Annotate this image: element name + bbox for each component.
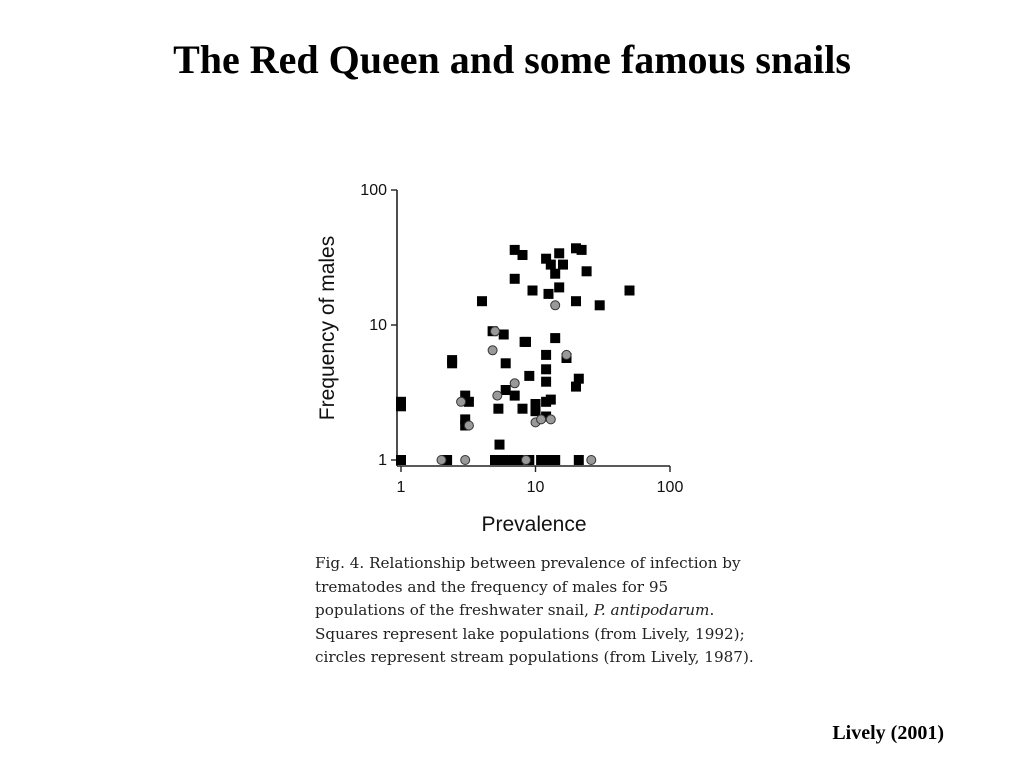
lake-population-point	[521, 336, 531, 347]
caption-line: Squares represent lake populations (from…	[315, 624, 745, 643]
lake-population-point	[530, 406, 541, 417]
citation-credit: Lively (2001)	[832, 722, 944, 744]
lake-population-point	[463, 396, 474, 407]
lake-population-point	[509, 390, 520, 401]
lake-population-point	[527, 285, 538, 296]
lake-population-point	[571, 243, 581, 254]
lake-population-point	[541, 411, 552, 422]
lake-population-point	[571, 381, 581, 392]
x-tick-label: 1	[397, 479, 406, 496]
lake-population-point	[543, 288, 554, 299]
lake-population-point	[495, 455, 506, 465]
lake-population-point	[460, 390, 471, 401]
y-tick-label: 1	[378, 452, 387, 469]
stream-population-point	[487, 345, 498, 356]
lake-population-point	[396, 455, 406, 465]
lake-population-point	[554, 282, 565, 293]
stream-population-point	[460, 455, 471, 465]
stream-population-point	[536, 414, 547, 425]
lake-population-point	[509, 244, 520, 255]
lake-population-point	[576, 244, 587, 255]
caption-line: populations of the freshwater snail, P. …	[315, 599, 815, 623]
lake-population-point	[493, 403, 504, 414]
lake-population-point	[494, 439, 505, 450]
lake-population-point	[490, 455, 500, 465]
species-name: P. antipodarum	[593, 601, 710, 619]
stream-population-point	[509, 378, 520, 389]
stream-population-point	[586, 455, 597, 465]
caption-line: Fig. 4. Relationship between prevalence …	[315, 554, 741, 572]
lake-population-point	[573, 455, 584, 465]
x-axis-title: Prevalence	[481, 513, 586, 536]
lake-population-point	[460, 414, 471, 425]
stream-population-point	[550, 300, 561, 311]
lake-population-point	[500, 385, 511, 395]
lake-population-point	[442, 455, 453, 465]
lake-population-point	[541, 364, 552, 375]
stream-population-point	[490, 326, 500, 337]
caption-line: trematodes and the frequency of males fo…	[315, 577, 669, 596]
lake-population-point	[509, 273, 520, 284]
lake-population-point	[541, 455, 552, 465]
lake-population-point	[541, 253, 552, 264]
y-tick-label: 10	[369, 317, 387, 334]
slide-title: The Red Queen and some famous snails	[173, 37, 851, 82]
stream-population-point	[492, 390, 503, 401]
x-tick-label: 100	[657, 479, 684, 496]
lake-population-point	[447, 358, 458, 369]
lake-population-point	[558, 259, 568, 270]
figure-caption: Fig. 4. Relationship between prevalence …	[315, 552, 815, 670]
stream-population-point	[561, 349, 572, 360]
caption-text: .	[709, 601, 715, 619]
lake-population-point	[505, 455, 516, 465]
lake-population-point	[594, 300, 605, 311]
lake-population-point	[545, 259, 556, 270]
chart-axes	[396, 190, 670, 467]
lake-population-point	[536, 455, 547, 465]
lake-population-point	[550, 333, 561, 344]
lake-population-point	[524, 370, 535, 381]
lake-population-point	[541, 376, 552, 387]
caption-line: circles represent stream populations (fr…	[315, 648, 754, 666]
lake-population-point	[550, 268, 561, 279]
lake-population-point	[517, 403, 528, 414]
lake-population-point	[396, 401, 406, 412]
lake-population-point	[530, 399, 541, 409]
stream-population-point	[521, 455, 531, 465]
lake-population-point	[581, 266, 592, 277]
stream-population-point	[545, 414, 556, 425]
lake-population-point	[500, 358, 511, 369]
chart-marks	[396, 243, 635, 465]
lake-population-point	[571, 296, 581, 307]
lake-population-point	[498, 329, 509, 340]
stream-population-point	[456, 396, 467, 407]
lake-population-point	[550, 455, 561, 465]
lake-population-point	[513, 455, 524, 465]
y-axis-title: Frequency of males	[316, 236, 339, 420]
lake-population-point	[545, 394, 556, 405]
chart-ticks: 1 10 100 1 10 100	[360, 182, 683, 496]
lake-population-point	[573, 373, 584, 384]
stream-population-point	[436, 455, 447, 465]
lake-population-point	[517, 250, 528, 260]
y-tick-label: 100	[360, 182, 387, 199]
lake-population-point	[624, 285, 635, 296]
lake-population-point	[554, 248, 565, 259]
lake-population-point	[477, 296, 487, 307]
x-tick-label: 10	[527, 479, 545, 496]
lake-population-point	[541, 349, 552, 360]
stream-population-point	[463, 420, 474, 431]
caption-text: populations of the freshwater snail,	[315, 601, 594, 619]
scatter-chart: 1 10 100 1 10 100 Prevalence Frequency of mal…	[316, 182, 683, 536]
